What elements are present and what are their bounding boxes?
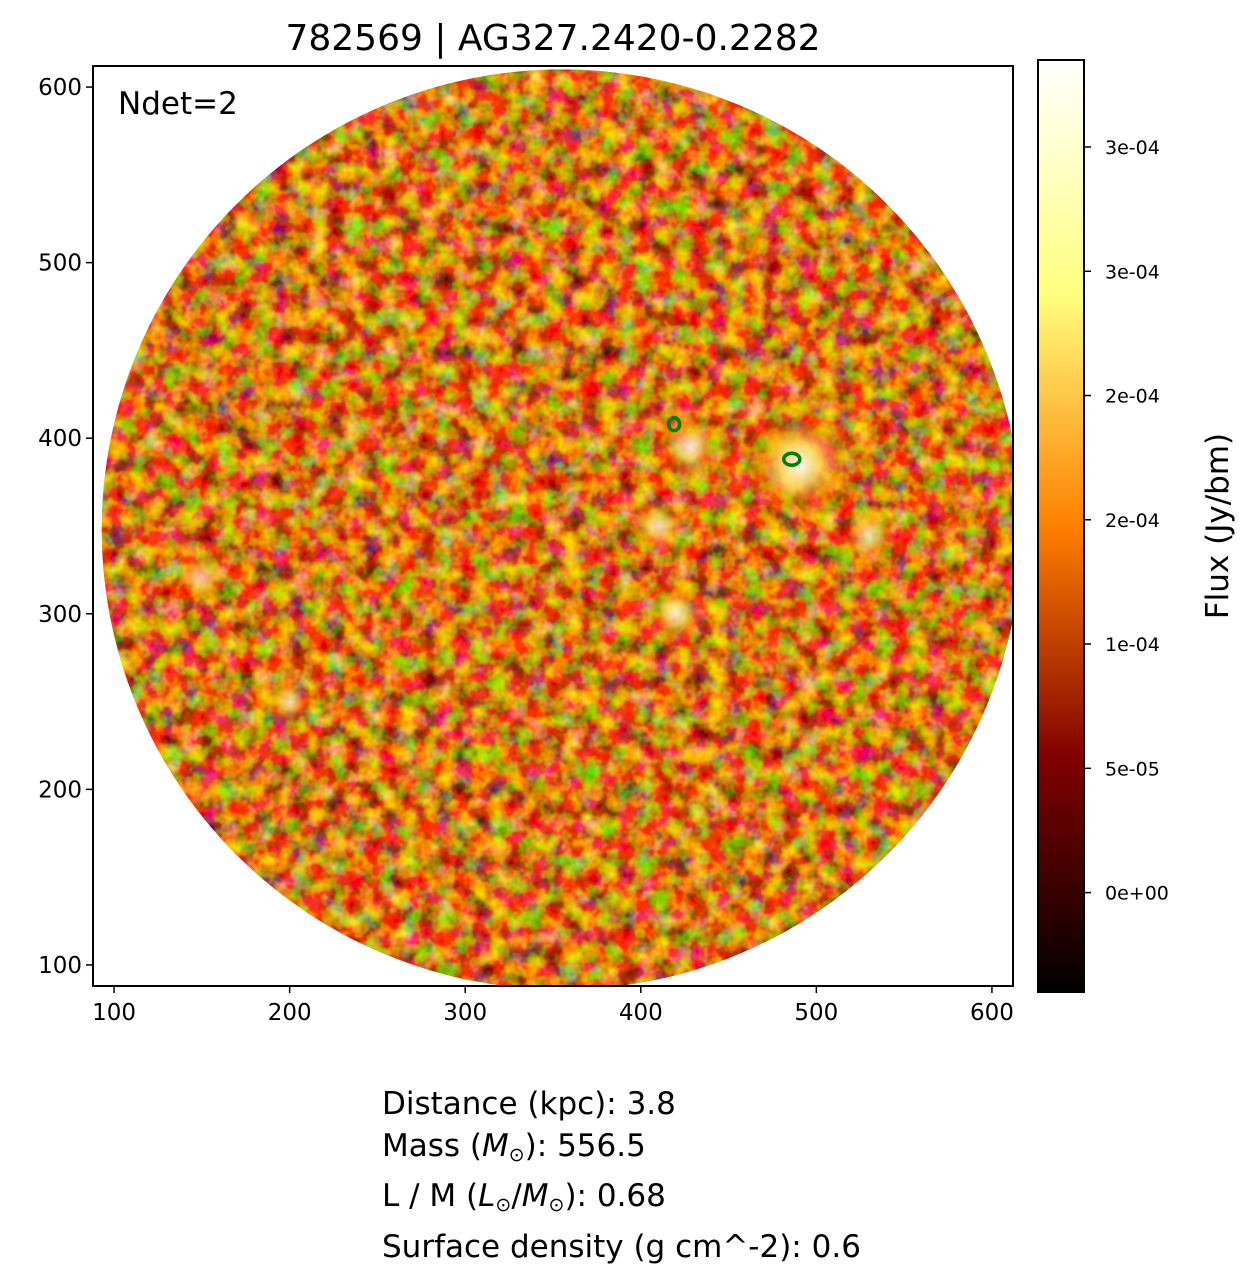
bright-region-6 [264,676,315,727]
sun-symbol: ⊙ [509,1144,525,1166]
chart-title: 782569 | AG327.2420-0.2282 [285,18,820,59]
sun-symbol: ⊙ [495,1194,511,1216]
y-tick-label: 500 [38,251,82,277]
lm-slash: / [511,1178,521,1214]
y-tick-label: 600 [38,75,82,101]
mass-prefix: Mass ( [382,1128,482,1164]
lm-value: ): 0.68 [564,1178,665,1214]
mass-value: ): 556.5 [525,1128,646,1164]
bright-region-4 [841,507,897,563]
bright-region-3 [645,583,707,645]
colorbar-tick-label: 5e-05 [1105,758,1160,780]
x-tick-label: 200 [268,1000,312,1026]
x-tick-label: 600 [970,1000,1014,1026]
x-axis: 100 200 300 400 500 600 [92,986,1014,1026]
x-tick-label: 500 [794,1000,838,1026]
distance-line: Distance (kpc): 3.8 [382,1084,861,1126]
colorbar-tick-label: 1e-04 [1105,634,1160,656]
colorbar-tick-label: 0e+00 [1105,883,1169,905]
colorbar-tick-label: 2e-04 [1105,386,1160,408]
lm-line: L / M (L⊙/M⊙): 0.68 [382,1176,861,1227]
sun-symbol: ⊙ [549,1194,565,1216]
bright-region-5 [176,553,227,604]
ndet-annotation: Ndet=2 [118,86,238,122]
lum-symbol: L [478,1178,495,1214]
y-tick-label: 400 [38,426,82,452]
lm-prefix: L / M ( [382,1178,478,1214]
y-tick-label: 300 [38,602,82,628]
colorbar-tick-label: 2e-04 [1105,510,1160,532]
y-tick-label: 100 [38,953,82,979]
colorbar-label: Flux (Jy/bm) [1200,433,1236,619]
colorbar [1038,60,1084,992]
source-info: Distance (kpc): 3.8 Mass (M⊙): 556.5 L /… [382,1084,861,1268]
colorbar-axis: 0e+00 5e-05 1e-04 2e-04 2e-04 3e-04 3e-04 [1084,137,1169,905]
mass-symbol: M [522,1178,549,1214]
y-tick-label: 200 [38,777,82,803]
bright-region-2 [629,497,688,556]
y-axis: 100 200 300 400 500 600 [38,75,93,979]
mass-symbol: M [482,1128,509,1164]
colorbar-tick-label: 3e-04 [1105,137,1160,159]
bright-region-1 [656,413,723,480]
x-tick-label: 100 [92,1000,136,1026]
mass-line: Mass (M⊙): 556.5 [382,1126,861,1177]
colorbar-tick-label: 3e-04 [1105,261,1160,283]
x-tick-label: 300 [443,1000,487,1026]
surface-density-line: Surface density (g cm^-2): 0.6 [382,1227,861,1268]
x-tick-label: 400 [619,1000,663,1026]
